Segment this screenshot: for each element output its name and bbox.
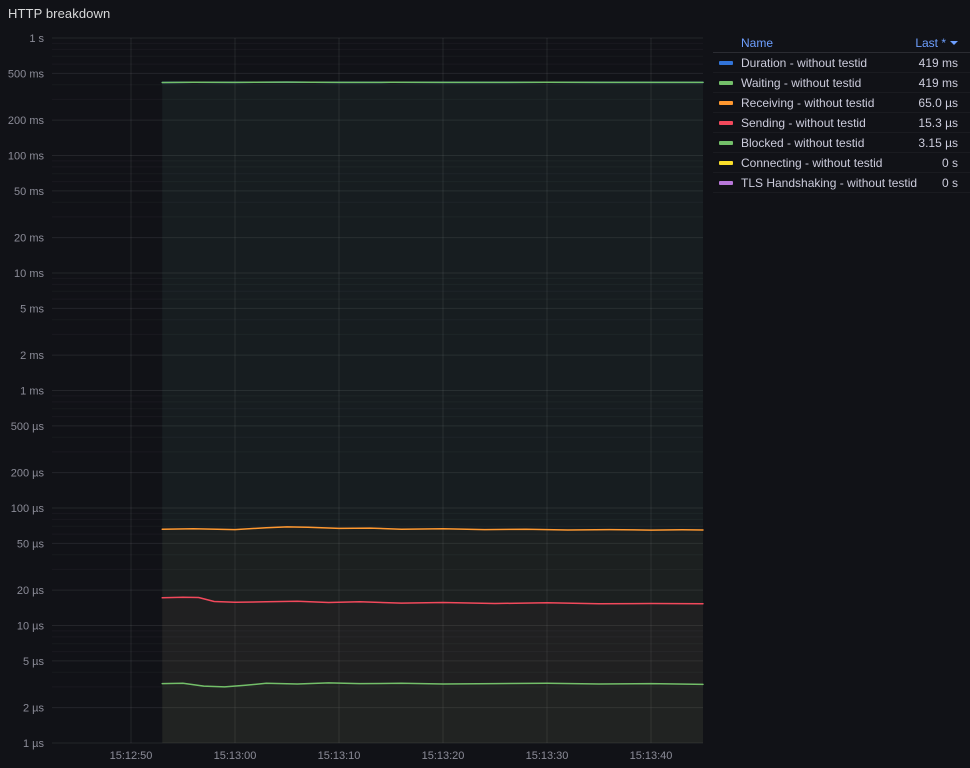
- series-last-value: 419 ms: [909, 56, 958, 70]
- y-axis-tick-label: 10 µs: [17, 621, 45, 633]
- y-axis-tick-label: 200 µs: [11, 468, 45, 480]
- legend-sort-name[interactable]: Name: [741, 36, 773, 50]
- x-axis-tick-label: 15:13:20: [422, 750, 465, 762]
- series-color-swatch: [719, 81, 733, 85]
- series-last-value: 15.3 µs: [908, 116, 958, 130]
- legend-row[interactable]: TLS Handshaking - without testid 0 s: [713, 173, 970, 193]
- legend-row[interactable]: Connecting - without testid 0 s: [713, 153, 970, 173]
- series-name[interactable]: Waiting - without testid: [741, 76, 861, 90]
- y-axis-tick-label: 1 ms: [20, 386, 44, 398]
- y-axis-tick-label: 5 µs: [23, 656, 45, 668]
- y-axis-tick-label: 1 s: [29, 33, 44, 45]
- series-name[interactable]: Receiving - without testid: [741, 96, 874, 110]
- x-axis-tick-label: 15:13:40: [630, 750, 673, 762]
- series-last-value: 3.15 µs: [908, 136, 958, 150]
- sort-caret-icon: [950, 41, 958, 45]
- y-axis-tick-label: 20 ms: [14, 233, 44, 245]
- legend-row[interactable]: Sending - without testid 15.3 µs: [713, 113, 970, 133]
- legend-sort-last[interactable]: Last *: [915, 36, 958, 50]
- series-name[interactable]: Duration - without testid: [741, 56, 867, 70]
- series-color-swatch: [719, 181, 733, 185]
- y-axis-tick-label: 500 µs: [11, 421, 45, 433]
- y-axis-tick-label: 2 ms: [20, 350, 44, 362]
- x-axis-tick-label: 15:13:30: [526, 750, 569, 762]
- y-axis-tick-label: 50 µs: [17, 538, 45, 550]
- series-name[interactable]: TLS Handshaking - without testid: [741, 176, 917, 190]
- y-axis-tick-label: 1 µs: [23, 738, 45, 750]
- y-axis-tick-label: 100 µs: [11, 503, 45, 515]
- series-color-swatch: [719, 121, 733, 125]
- series-color-swatch: [719, 101, 733, 105]
- series-name[interactable]: Blocked - without testid: [741, 136, 864, 150]
- legend-table: Name Last * Duration - without testid 419…: [713, 33, 970, 193]
- legend-row[interactable]: Blocked - without testid 3.15 µs: [713, 133, 970, 153]
- series-last-value: 65.0 µs: [908, 96, 958, 110]
- y-axis-tick-label: 50 ms: [14, 186, 44, 198]
- y-axis-tick-label: 10 ms: [14, 268, 44, 280]
- legend-row[interactable]: Waiting - without testid 419 ms: [713, 73, 970, 93]
- series-last-value: 0 s: [932, 176, 958, 190]
- series-color-swatch: [719, 61, 733, 65]
- y-axis-tick-label: 200 ms: [8, 115, 45, 127]
- x-axis-tick-label: 15:13:00: [214, 750, 257, 762]
- y-axis-tick-label: 100 ms: [8, 151, 45, 163]
- legend-row[interactable]: Duration - without testid 419 ms: [713, 53, 970, 73]
- series-area-fill: [162, 683, 703, 743]
- series-last-value: 0 s: [932, 156, 958, 170]
- legend-rows: Duration - without testid419 msWaiting -…: [713, 53, 970, 193]
- series-name[interactable]: Connecting - without testid: [741, 156, 882, 170]
- series-last-value: 419 ms: [909, 76, 958, 90]
- legend-header: Name Last *: [713, 33, 970, 53]
- series-color-swatch: [719, 141, 733, 145]
- x-axis-tick-label: 15:12:50: [110, 750, 153, 762]
- legend-sort-last-label: Last *: [915, 36, 946, 50]
- y-axis-tick-label: 5 ms: [20, 303, 44, 315]
- y-axis-tick-label: 500 ms: [8, 68, 45, 80]
- series-name[interactable]: Sending - without testid: [741, 116, 866, 130]
- y-axis-tick-label: 2 µs: [23, 703, 45, 715]
- series-color-swatch: [719, 161, 733, 165]
- x-axis-tick-label: 15:13:10: [318, 750, 361, 762]
- y-axis-tick-label: 20 µs: [17, 585, 45, 597]
- legend-row[interactable]: Receiving - without testid 65.0 µs: [713, 93, 970, 113]
